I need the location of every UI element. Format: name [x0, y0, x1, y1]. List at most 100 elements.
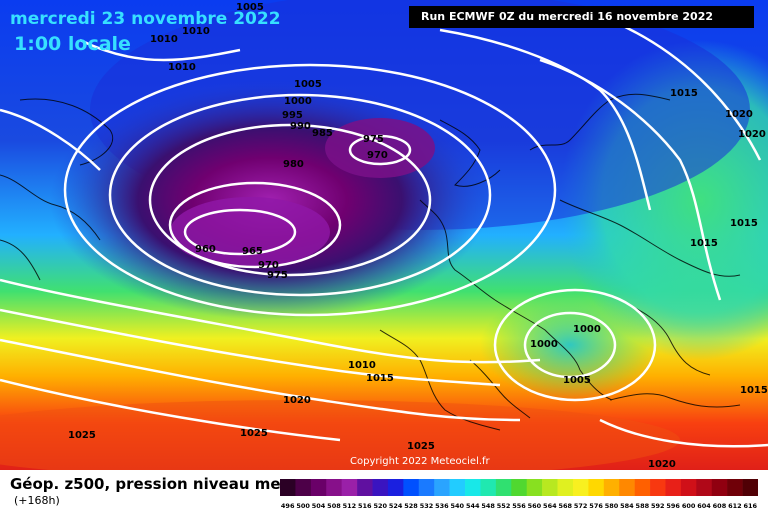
isobar-label: 960 [195, 244, 216, 255]
isobar-label: 1000 [284, 96, 312, 107]
isobar-label: 1010 [150, 34, 178, 45]
isobar-label: 990 [290, 121, 311, 132]
isobar-label: 975 [267, 270, 288, 281]
legend-swatch [295, 479, 312, 496]
legend-swatch [449, 479, 466, 496]
legend-value: 548 [481, 502, 495, 510]
legend-value: 600 [682, 502, 696, 510]
isobar-label: 1000 [530, 339, 558, 350]
legend-swatch [650, 479, 666, 496]
legend-value: 532 [420, 502, 434, 510]
isobar-label: 970 [258, 260, 279, 271]
legend-value: 604 [697, 502, 711, 510]
chart-title: Géop. z500, pression niveau mer [10, 475, 288, 493]
isobar-label: 1025 [407, 441, 435, 452]
isobar-label: 995 [282, 110, 303, 121]
isobar-label: 1005 [236, 2, 264, 13]
legend-value: 544 [466, 502, 480, 510]
legend-value: 596 [666, 502, 680, 510]
legend-swatch [341, 479, 358, 496]
legend-swatch [310, 479, 327, 496]
legend-value: 556 [512, 502, 526, 510]
isobar-label: 1015 [670, 88, 698, 99]
legend-swatch [280, 479, 296, 496]
legend-swatch [526, 479, 543, 496]
isobar-label: 1010 [168, 62, 196, 73]
orange-area-south [0, 400, 680, 470]
forecast-hours: (+168h) [14, 494, 60, 507]
isobar-label: 1020 [648, 459, 676, 470]
legend-swatch [572, 479, 589, 496]
isobar-label: 965 [242, 246, 263, 257]
legend-swatch [588, 479, 605, 496]
legend-value: 564 [543, 502, 557, 510]
legend-value: 504 [312, 502, 326, 510]
legend-swatch [680, 479, 697, 496]
legend-swatch [711, 479, 728, 496]
legend-swatch [742, 479, 758, 496]
legend-value: 528 [404, 502, 418, 510]
legend-value: 524 [389, 502, 403, 510]
legend-swatch [372, 479, 389, 496]
isobar-labels: 1005 1010 1010 1010 1005 1000 995 990 98… [68, 2, 768, 470]
isobar-label: 1005 [563, 375, 591, 386]
isobar-label: 975 [363, 134, 384, 145]
legend-swatch [634, 479, 651, 496]
isobar-label: 1000 [573, 324, 601, 335]
legend-value: 500 [296, 502, 310, 510]
isobar-label: 1010 [182, 26, 210, 37]
isobar-label: 980 [283, 159, 304, 170]
legend-swatch [480, 479, 497, 496]
legend-swatch [403, 479, 420, 496]
isobar-label: 1025 [240, 428, 268, 439]
legend-swatch [434, 479, 450, 496]
legend-value: 576 [589, 502, 603, 510]
isobar-label: 1005 [294, 79, 322, 90]
legend-value: 608 [713, 502, 727, 510]
legend-value: 552 [497, 502, 511, 510]
forecast-date: mercredi 23 novembre 2022 [10, 9, 281, 29]
legend-swatch [727, 479, 743, 496]
legend-swatch [619, 479, 635, 496]
isobar-label: 1015 [690, 238, 718, 249]
weather-map: 1005 1010 1010 1010 1005 1000 995 990 98… [0, 0, 768, 470]
isobar-label: 1020 [738, 129, 766, 140]
isobar-label: 1025 [68, 430, 96, 441]
legend-swatch [665, 479, 682, 496]
legend-swatch [357, 479, 373, 496]
legend-value: 508 [327, 502, 341, 510]
legend-swatch [557, 479, 574, 496]
legend-swatch [465, 479, 481, 496]
legend-swatch [542, 479, 558, 496]
isobars [0, 18, 768, 448]
isobar-label: 1010 [348, 360, 376, 371]
coastlines [0, 93, 741, 431]
legend-swatch [387, 479, 404, 496]
legend-value: 496 [281, 502, 295, 510]
isobar-label: 970 [367, 150, 388, 161]
legend-swatch [696, 479, 713, 496]
legend-swatch [603, 479, 620, 496]
isobar-label: 1020 [283, 395, 311, 406]
copyright: Copyright 2022 Meteociel.fr [350, 456, 490, 467]
legend-value: 584 [620, 502, 634, 510]
legend-swatch [418, 479, 435, 496]
legend-value: 616 [744, 502, 758, 510]
legend-swatch [511, 479, 528, 496]
legend-value: 536 [435, 502, 449, 510]
legend-value: 520 [373, 502, 387, 510]
run-info: Run ECMWF 0Z du mercredi 16 novembre 202… [409, 6, 754, 28]
isobar-label: 985 [312, 128, 333, 139]
legend-swatch [495, 479, 512, 496]
legend-value: 516 [358, 502, 372, 510]
legend-value: 588 [636, 502, 650, 510]
legend-value: 592 [651, 502, 665, 510]
legend-value: 580 [605, 502, 619, 510]
color-legend: 496 500 504 508 512 516 520 524 528 532 536 540 544 5… [280, 479, 758, 510]
legend-value: 612 [728, 502, 742, 510]
isobar-label: 1015 [730, 218, 758, 229]
legend-swatches [280, 479, 758, 496]
isobar-label: 1015 [366, 373, 394, 384]
legend-value: 572 [574, 502, 588, 510]
